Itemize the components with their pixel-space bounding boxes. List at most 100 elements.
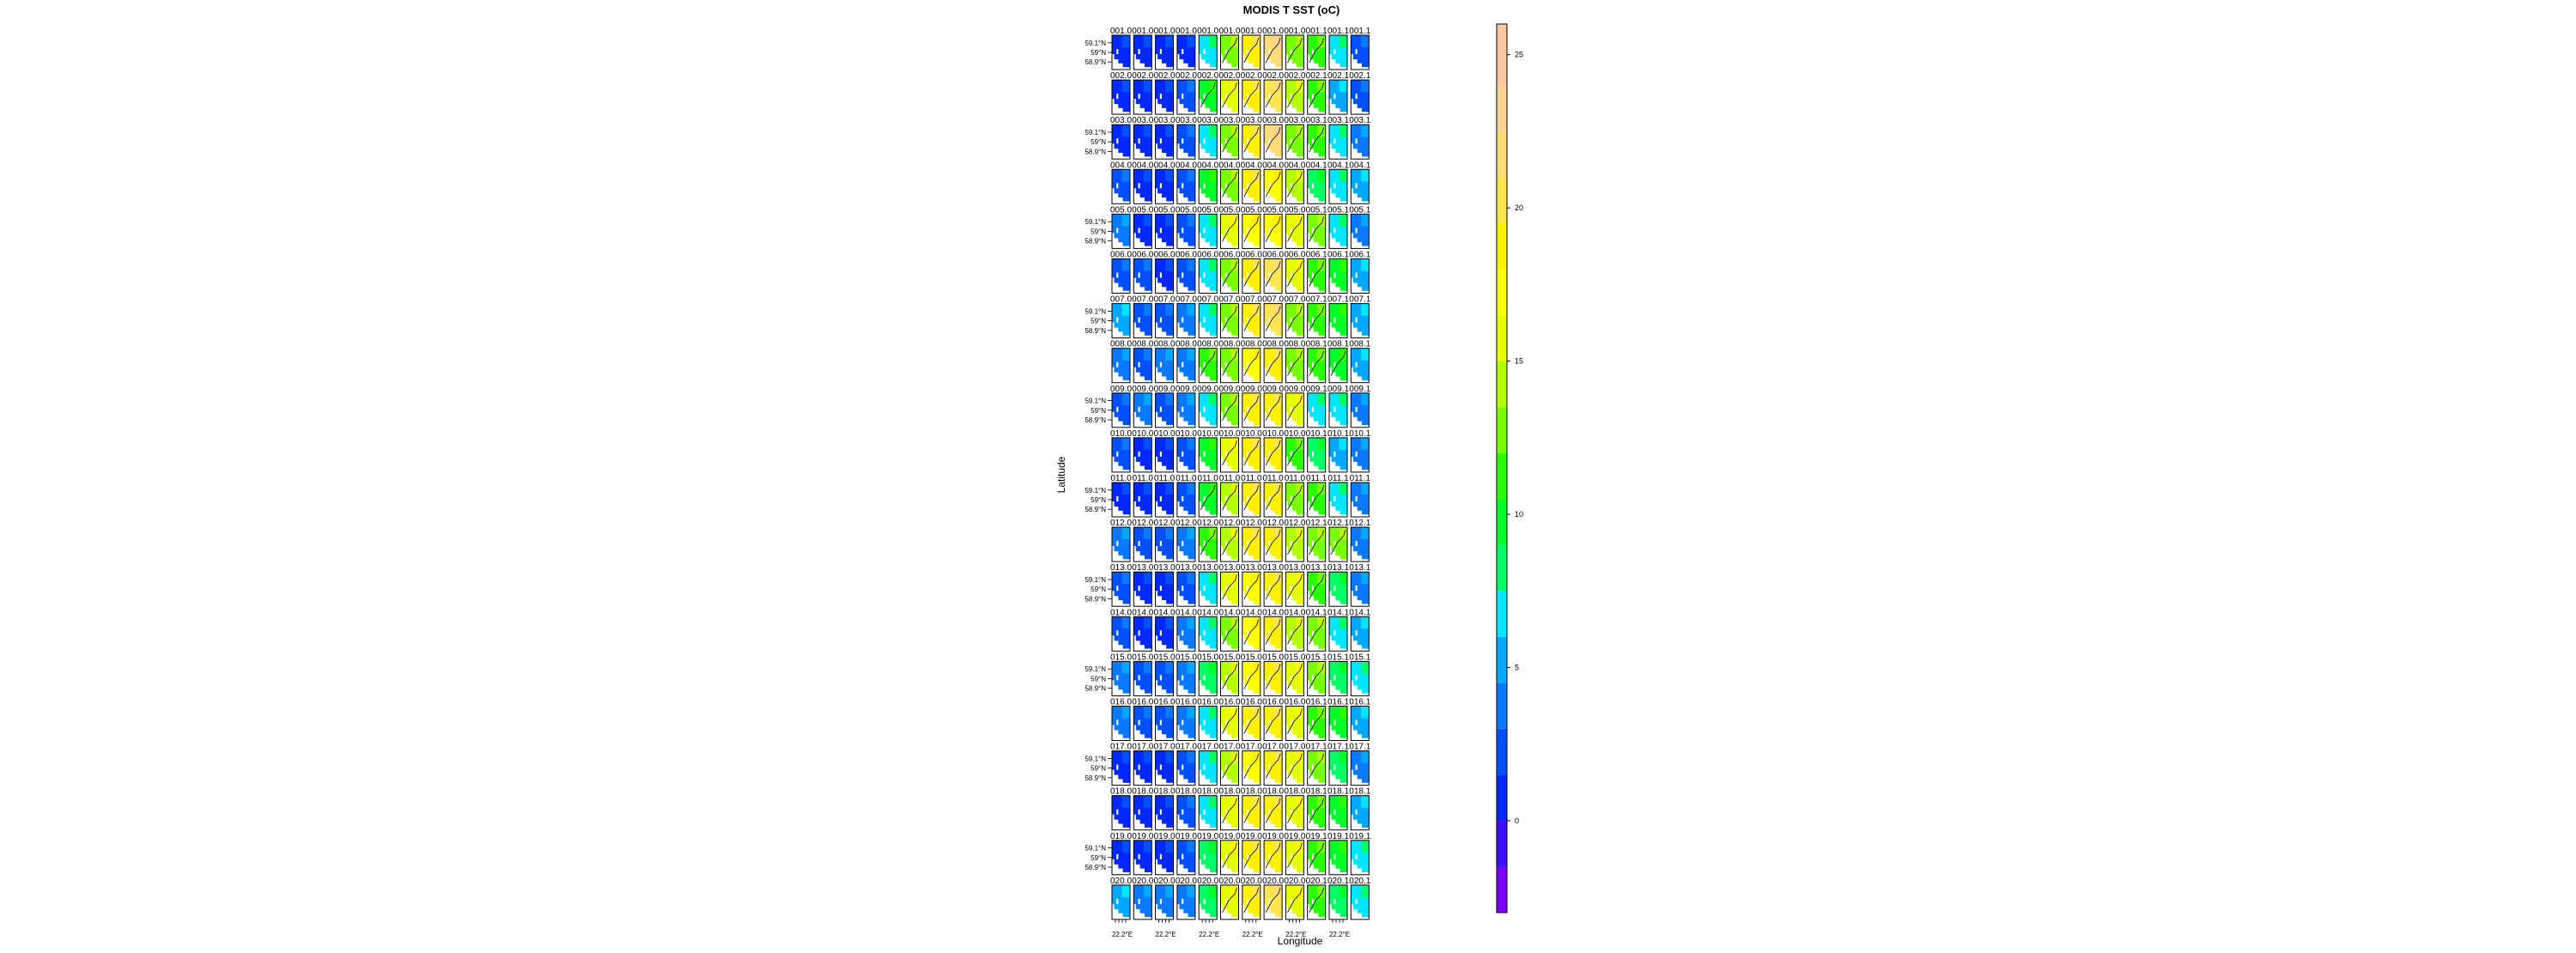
land-mask — [1355, 406, 1358, 412]
sst-panel: 012.0 — [1241, 519, 1262, 562]
colorbar-segment — [1497, 499, 1507, 545]
panel-label: 016.0 — [1262, 698, 1284, 707]
lat-tick-label: 59.1°N — [1084, 218, 1106, 226]
land-mask — [1307, 465, 1319, 472]
sst-cell-offshore — [1252, 572, 1261, 585]
sst-panel: 016.1 — [1306, 698, 1327, 741]
panel-frame — [1328, 79, 1348, 115]
colorbar-segment — [1497, 131, 1507, 178]
panel-label: 013.1 — [1306, 563, 1327, 573]
land-mask — [1224, 764, 1227, 770]
panel-frame — [1350, 124, 1370, 160]
land-mask — [1138, 675, 1140, 681]
land-mask — [1220, 738, 1239, 741]
contour-line — [1222, 664, 1237, 689]
sst-panel: 010.0 — [1176, 429, 1197, 473]
land-mask — [1285, 872, 1304, 875]
sst-panel: 004.0 — [1218, 161, 1241, 204]
sst-panel: 007.0 — [1176, 295, 1197, 339]
sst-cell-offshore — [1360, 35, 1370, 47]
sst-panel: 014.1 — [1306, 608, 1327, 652]
land-mask — [1155, 156, 1174, 160]
panel-frame — [1176, 750, 1196, 786]
land-mask — [1220, 246, 1239, 249]
sst-panel: 007.0 — [1197, 295, 1219, 339]
panel-label: 014.0 — [1262, 608, 1284, 617]
land-mask — [1116, 586, 1119, 592]
land-mask — [1155, 379, 1174, 383]
land-mask — [1351, 153, 1362, 160]
land-mask — [1224, 138, 1227, 144]
land-mask — [1133, 201, 1152, 204]
sst-panel: 017.0 — [1218, 743, 1241, 786]
contour-line — [1222, 753, 1237, 779]
sst-panel: 016.0 — [1154, 698, 1176, 741]
panel-label: 010.0 — [1241, 429, 1262, 439]
sst-panel: 007.0 — [1262, 295, 1285, 339]
panel-label: 018.0 — [1197, 787, 1218, 797]
sst-panel: 002.1 — [1306, 71, 1327, 115]
sst-cell-offshore — [1143, 706, 1152, 719]
panel-frame — [1263, 34, 1283, 70]
panel-label: 010.0 — [1262, 429, 1284, 439]
sst-cell-offshore — [1360, 572, 1370, 585]
land-mask — [1155, 693, 1174, 696]
land-mask — [1176, 600, 1188, 607]
panel-label: 006.0 — [1176, 251, 1197, 260]
sst-panel: 007.0 — [1241, 295, 1262, 339]
land-mask — [1247, 451, 1249, 457]
land-mask — [1116, 183, 1119, 189]
sst-cell-offshore — [1187, 661, 1195, 674]
panel-frame — [1307, 348, 1327, 384]
sst-cell-offshore — [1208, 750, 1218, 763]
sst-cell-offshore — [1360, 437, 1370, 450]
sst-panel: 002.1 — [1349, 71, 1371, 115]
land-mask — [1155, 872, 1174, 875]
land-mask — [1133, 604, 1152, 607]
panel-frame — [1350, 884, 1370, 920]
panel-label: 019.0 — [1218, 832, 1240, 841]
contour-line — [1222, 261, 1237, 287]
panel-frame — [1263, 706, 1283, 741]
land-mask — [1242, 872, 1261, 875]
panel-frame — [1285, 303, 1304, 339]
sst-cell-offshore — [1273, 303, 1283, 316]
colorbar-segment — [1497, 866, 1507, 913]
land-mask — [1311, 451, 1315, 457]
contour-line — [1287, 529, 1303, 555]
panel-label: 019.0 — [1132, 832, 1153, 841]
land-mask — [1220, 421, 1232, 428]
land-mask — [1176, 197, 1188, 204]
panel-frame — [1133, 706, 1152, 741]
sst-cell-offshore — [1230, 258, 1239, 271]
land-mask — [1285, 465, 1297, 472]
sst-cell-offshore — [1121, 303, 1130, 316]
land-mask — [1220, 376, 1232, 383]
land-mask — [1199, 913, 1210, 920]
sst-panel: 003.0 — [1154, 116, 1176, 160]
land-mask — [1112, 376, 1123, 383]
panel-frame — [1350, 616, 1370, 652]
sst-cell-offshore — [1252, 258, 1261, 271]
panel-label: 012.0 — [1154, 519, 1176, 528]
land-mask — [1203, 272, 1206, 278]
land-mask — [1112, 782, 1130, 786]
panel-label: 012.0 — [1262, 519, 1284, 528]
panel-frame — [1198, 526, 1218, 562]
sst-cell-offshore — [1360, 392, 1370, 405]
sst-cell-offshore — [1230, 437, 1239, 450]
land-mask — [1159, 406, 1162, 412]
land-mask — [1351, 470, 1370, 472]
land-mask — [1199, 689, 1210, 696]
sst-panel: 001.1 — [1349, 27, 1371, 70]
panel-label: 016.0 — [1241, 698, 1262, 707]
sst-panel: 017.0 — [1241, 743, 1262, 786]
land-mask — [1264, 107, 1275, 115]
land-mask — [1242, 645, 1254, 652]
land-mask — [1285, 421, 1297, 428]
sst-cell-offshore — [1252, 124, 1261, 137]
sst-panel: 019.1 — [1306, 832, 1327, 876]
sst-cell-offshore — [1295, 35, 1304, 47]
sst-cell-offshore — [1317, 437, 1326, 450]
panel-frame — [1328, 34, 1348, 70]
